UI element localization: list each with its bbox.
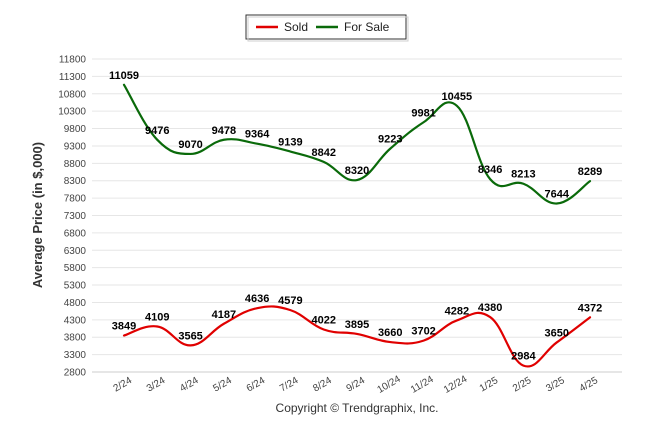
data-label: 8289 (578, 166, 602, 178)
data-label: 9223 (378, 134, 402, 146)
x-tick-label: 3/25 (544, 375, 567, 394)
data-label: 3660 (378, 327, 402, 339)
x-tick-label: 2/24 (112, 375, 135, 394)
data-label: 4372 (578, 302, 602, 314)
data-label: 8213 (511, 169, 535, 181)
grid (92, 58, 622, 373)
y-tick-label: 3300 (64, 350, 87, 361)
data-label: 9476 (145, 125, 169, 137)
data-label: 9981 (411, 107, 435, 119)
y-tick-label: 7300 (64, 211, 87, 222)
data-label: 3565 (178, 330, 202, 342)
x-tick-label: 6/24 (245, 375, 268, 394)
y-tick-label: 2800 (64, 368, 87, 379)
x-tick-label: 12/24 (442, 374, 470, 396)
y-axis-label: Average Price (in $,000) (30, 142, 45, 288)
axes: 2800 3300 3800 4300 4800 5300 5800 6300 6800 7300… (58, 55, 622, 396)
series-line-for-sale (122, 83, 592, 205)
data-label: 4187 (212, 309, 236, 321)
y-tick-label: 6800 (64, 228, 87, 239)
data-label: 4636 (245, 293, 269, 305)
x-tick-label: 3/24 (145, 375, 168, 394)
x-tick-label: 9/24 (345, 375, 368, 394)
y-tick-label: 10800 (58, 89, 86, 100)
data-label: 9364 (245, 129, 270, 141)
y-tick-label: 7800 (64, 194, 87, 205)
data-label: 3895 (345, 319, 369, 331)
y-tick-label: 10300 (58, 107, 86, 118)
data-label: 4282 (445, 305, 469, 317)
y-tick-label: 6300 (64, 246, 87, 257)
legend: Sold For Sale (245, 14, 409, 42)
x-tick-label: 4/25 (578, 375, 601, 394)
data-label: 9478 (212, 125, 236, 137)
y-tick-label: 8300 (64, 176, 87, 187)
data-label: 4380 (478, 302, 502, 314)
y-tick-label: 11300 (59, 72, 87, 83)
data-label: 8842 (311, 147, 335, 159)
y-tick-label: 11800 (59, 55, 87, 66)
y-tick-label: 4800 (64, 298, 87, 309)
data-label: 3849 (112, 321, 136, 333)
x-tick-label: 2/25 (511, 375, 534, 394)
y-tick-label: 3800 (64, 333, 87, 344)
x-tick-label: 8/24 (311, 375, 334, 394)
x-tick-label: 1/25 (478, 375, 501, 394)
data-label: 9139 (278, 137, 302, 149)
y-tick-label: 5800 (64, 263, 87, 274)
data-label: 9070 (178, 139, 202, 151)
y-tick-label: 4300 (64, 315, 87, 326)
x-tick-label: 5/24 (211, 375, 234, 394)
data-label: 3702 (411, 326, 435, 338)
y-tick-label: 9800 (64, 124, 87, 135)
data-label: 10455 (442, 91, 473, 103)
legend-shadow (247, 16, 409, 42)
x-tick-label: 4/24 (178, 375, 201, 394)
y-tick-label: 8800 (64, 159, 87, 170)
y-tick-label: 5300 (64, 281, 87, 292)
legend-label: Sold (284, 20, 308, 34)
series-line-sold (122, 305, 592, 368)
data-label: 8320 (345, 165, 369, 177)
data-label: 2984 (511, 351, 536, 363)
footer-copyright: Copyright © Trendgraphix, Inc. (276, 401, 439, 415)
series-lines (122, 83, 592, 368)
data-label: 4579 (278, 295, 302, 307)
data-label: 4022 (311, 315, 335, 327)
x-tick-label: 10/24 (375, 374, 403, 396)
legend-label: For Sale (344, 20, 390, 34)
data-labels: 3849 4109 3565 4187 4636 4579 4022 3895 3660 3702… (109, 70, 602, 363)
data-label: 3650 (544, 327, 568, 339)
data-label: 7644 (544, 189, 569, 201)
x-tick-label: 11/24 (409, 374, 436, 396)
data-label: 4109 (145, 311, 169, 323)
x-tick-label: 7/24 (278, 375, 301, 394)
data-label: 8346 (478, 164, 502, 176)
data-label: 11059 (109, 70, 139, 82)
y-tick-label: 9300 (64, 141, 87, 152)
